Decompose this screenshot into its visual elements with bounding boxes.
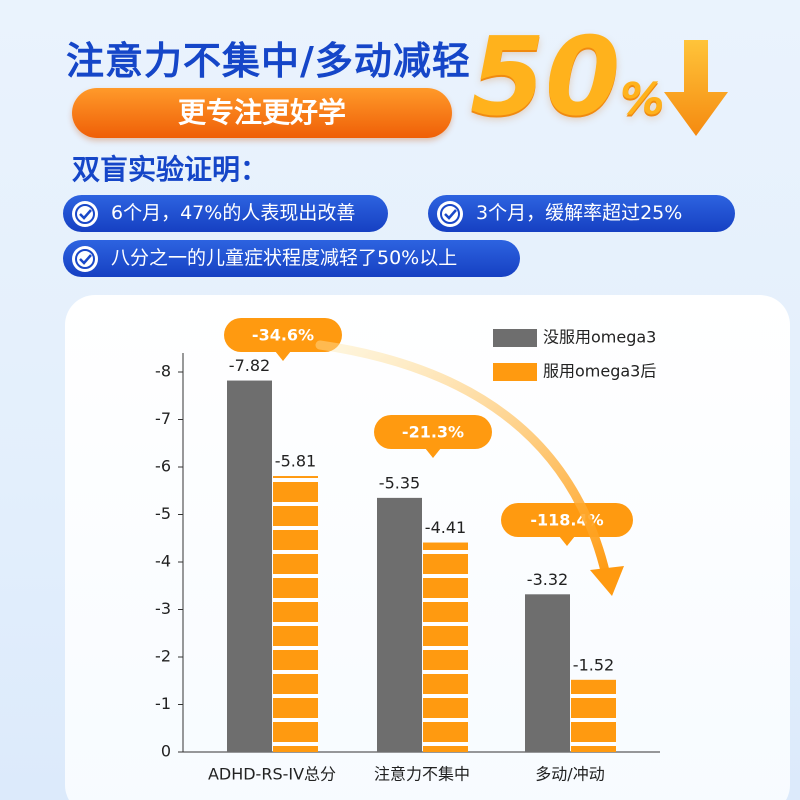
value-label: -1.52 bbox=[573, 655, 614, 674]
value-label: -5.35 bbox=[379, 473, 420, 492]
legend-swatch bbox=[493, 363, 537, 381]
annotation: -21.3% bbox=[402, 423, 464, 442]
slogan: 更专注更好学 bbox=[72, 88, 452, 138]
big-unit: % bbox=[620, 74, 665, 125]
claim: 6个月，47%的人表现出改善 bbox=[63, 195, 388, 232]
trend-arrow bbox=[315, 340, 611, 580]
annotation-pointer bbox=[425, 448, 441, 458]
value-label: -4.41 bbox=[425, 518, 466, 537]
y-tick-label: -8 bbox=[155, 362, 171, 381]
value-label: -3.32 bbox=[527, 570, 568, 589]
bar bbox=[423, 542, 468, 752]
y-tick-label: -4 bbox=[155, 552, 171, 571]
y-tick-label: -5 bbox=[155, 504, 171, 523]
claim: 八分之一的儿童症状程度减轻了50%以上 bbox=[63, 240, 520, 277]
subtitle: 双盲实验证明： bbox=[72, 153, 269, 186]
y-tick-label: -7 bbox=[155, 409, 171, 428]
annotation-bubble bbox=[224, 318, 342, 352]
annotation-pointer bbox=[275, 351, 291, 361]
bar bbox=[571, 679, 616, 752]
down-arrow bbox=[664, 40, 728, 136]
bar bbox=[377, 497, 422, 752]
annotation: -34.6% bbox=[252, 326, 314, 345]
x-tick-label: 注意力不集中 bbox=[374, 765, 470, 784]
claim-text: 八分之一的儿童症状程度减轻了50%以上 bbox=[111, 247, 458, 269]
y-tick-label: -6 bbox=[155, 457, 171, 476]
legend-label: 没服用omega3 bbox=[543, 328, 656, 347]
y-tick-label: -1 bbox=[155, 694, 171, 713]
annotation-bubble bbox=[501, 503, 633, 537]
headline: 注意力不集中/多动减轻 bbox=[66, 39, 471, 83]
y-tick-label: -2 bbox=[155, 647, 171, 666]
value-label: -5.81 bbox=[275, 452, 316, 471]
legend-swatch bbox=[493, 329, 537, 347]
big-number: 50 bbox=[470, 15, 621, 140]
legend-label: 服用omega3后 bbox=[543, 362, 656, 381]
x-tick-label: ADHD-RS-IV总分 bbox=[208, 765, 336, 784]
y-tick-label: 0 bbox=[161, 742, 171, 761]
bar bbox=[273, 476, 318, 752]
bar bbox=[525, 594, 570, 752]
annotation-bubble bbox=[374, 415, 492, 449]
x-tick-label: 多动/冲动 bbox=[535, 765, 604, 784]
y-tick-label: -3 bbox=[155, 599, 171, 618]
claim: 3个月，缓解率超过25% bbox=[428, 195, 735, 232]
value-label: -7.82 bbox=[229, 356, 270, 375]
trend-arrowhead bbox=[590, 566, 624, 596]
annotation-pointer bbox=[559, 536, 575, 546]
big-figure: 50% bbox=[470, 18, 664, 138]
bar bbox=[227, 380, 272, 752]
claim-text: 3个月，缓解率超过25% bbox=[476, 202, 683, 224]
claim-text: 6个月，47%的人表现出改善 bbox=[111, 202, 356, 224]
